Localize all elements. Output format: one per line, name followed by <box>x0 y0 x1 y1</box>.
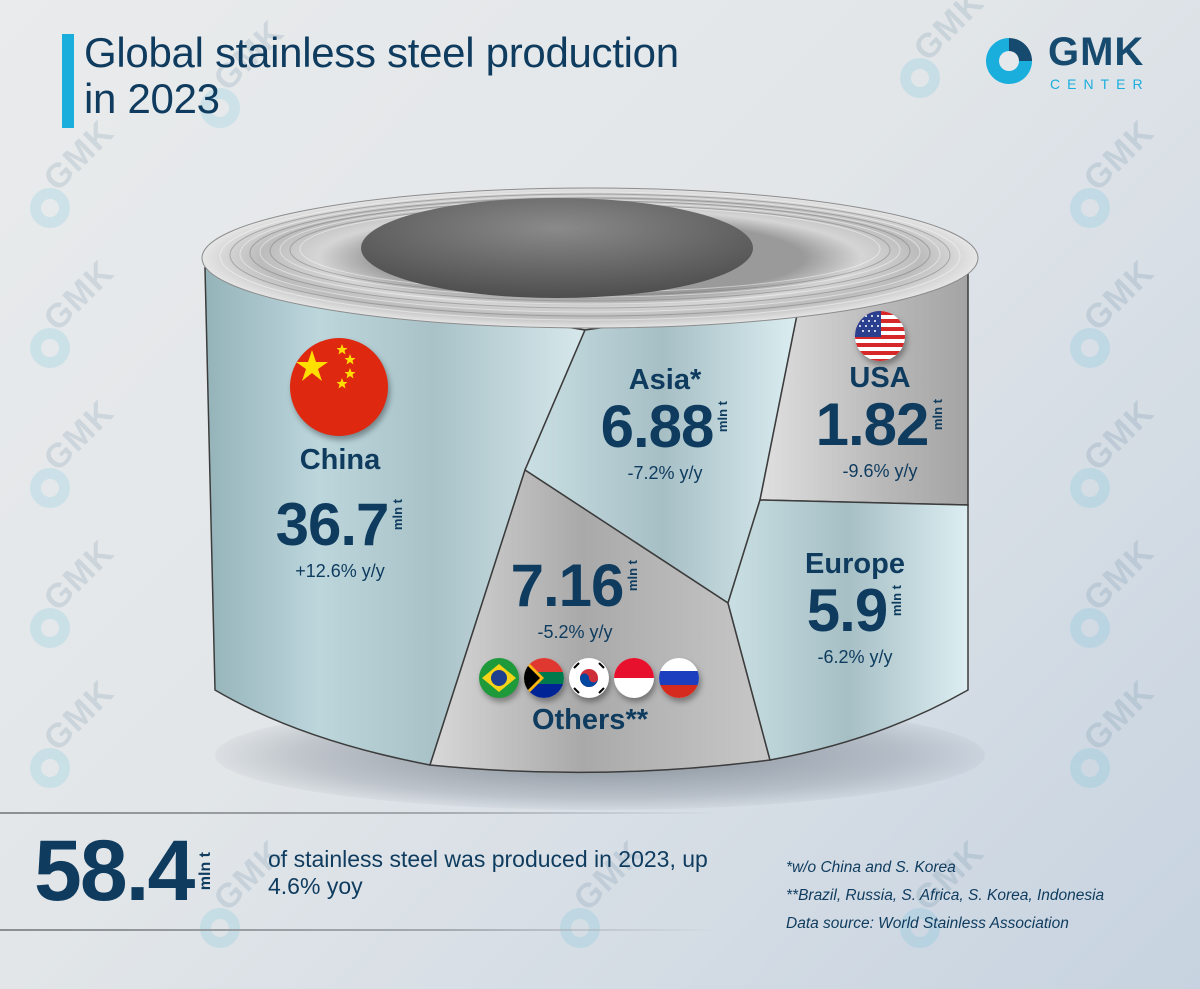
total-unit: mln t <box>197 851 215 891</box>
footnote-asia: *w/o China and S. Korea <box>786 859 956 876</box>
divider-bottom <box>0 929 720 931</box>
usa-flag-icon <box>855 311 905 361</box>
total-number: 58.4 <box>34 823 195 919</box>
divider-top <box>0 812 720 814</box>
region-name: USA <box>849 362 911 394</box>
total-value: 58.4 mln t <box>34 828 215 914</box>
title-accent-bar <box>62 34 74 128</box>
value-number: 1.82 <box>815 391 930 458</box>
value-number: 5.9 <box>806 577 888 644</box>
region-asia: Asia* 6.88 mln t -7.2% y/y <box>580 364 750 484</box>
gmk-center-logo: GMK CENTER <box>986 30 1186 94</box>
region-change: -5.2% y/y <box>537 622 613 642</box>
page-title: Global stainless steel production in 202… <box>84 30 679 122</box>
logo-sub: CENTER <box>1050 76 1150 92</box>
brazil-flag-icon <box>479 658 519 698</box>
title-line-2: in 2023 <box>84 75 220 122</box>
region-europe: Europe 5.9 mln t -6.2% y/y <box>770 548 940 668</box>
value-unit: mln t <box>930 399 946 431</box>
region-name: Asia* <box>628 364 702 396</box>
value-unit: mln t <box>625 560 641 592</box>
value-number: 36.7 <box>275 491 390 558</box>
region-value: 5.9 mln t <box>806 577 905 644</box>
value-unit: mln t <box>390 499 406 531</box>
footnotes: *w/o China and S. Korea **Brazil, Russia… <box>786 854 1104 938</box>
south-korea-flag-icon <box>569 658 609 698</box>
region-change: -7.2% y/y <box>627 463 703 483</box>
region-others: 7.16 mln t -5.2% y/y <box>490 556 660 643</box>
footnote-others: **Brazil, Russia, S. Africa, S. Korea, I… <box>786 887 1105 904</box>
value-unit: mln t <box>889 585 905 617</box>
region-name: China <box>299 444 381 476</box>
value-unit: mln t <box>715 401 731 433</box>
logo-brand: GMK <box>1048 30 1145 74</box>
region-name: Others** <box>531 704 649 736</box>
russia-flag-icon <box>659 658 699 698</box>
value-number: 6.88 <box>600 393 715 460</box>
donut-logo-icon <box>986 38 1032 84</box>
region-value: 6.88 mln t <box>600 393 731 460</box>
region-name: Europe <box>805 548 905 580</box>
region-value: 1.82 mln t <box>815 391 946 458</box>
steel-coil-graphic <box>201 187 979 774</box>
region-value: 36.7 mln t <box>275 491 406 558</box>
total-description: of stainless steel was produced in 2023,… <box>268 846 708 899</box>
value-number: 7.16 <box>510 552 625 619</box>
indonesia-flag-icon <box>614 658 654 698</box>
title-line-1: Global stainless steel production <box>84 29 679 76</box>
south-africa-flag-icon <box>524 658 564 698</box>
data-source: Data source: World Stainless Association <box>786 915 1069 932</box>
region-change: -9.6% y/y <box>842 461 918 481</box>
china-flag-icon <box>290 338 388 436</box>
region-change: -6.2% y/y <box>817 647 893 667</box>
region-usa: USA 1.82 mln t -9.6% y/y <box>795 362 965 482</box>
region-others-label: Others** <box>500 704 680 737</box>
region-change: +12.6% y/y <box>295 561 385 581</box>
region-value: 7.16 mln t <box>510 552 641 619</box>
region-china: China 36.7 mln t +12.6% y/y <box>250 444 430 582</box>
